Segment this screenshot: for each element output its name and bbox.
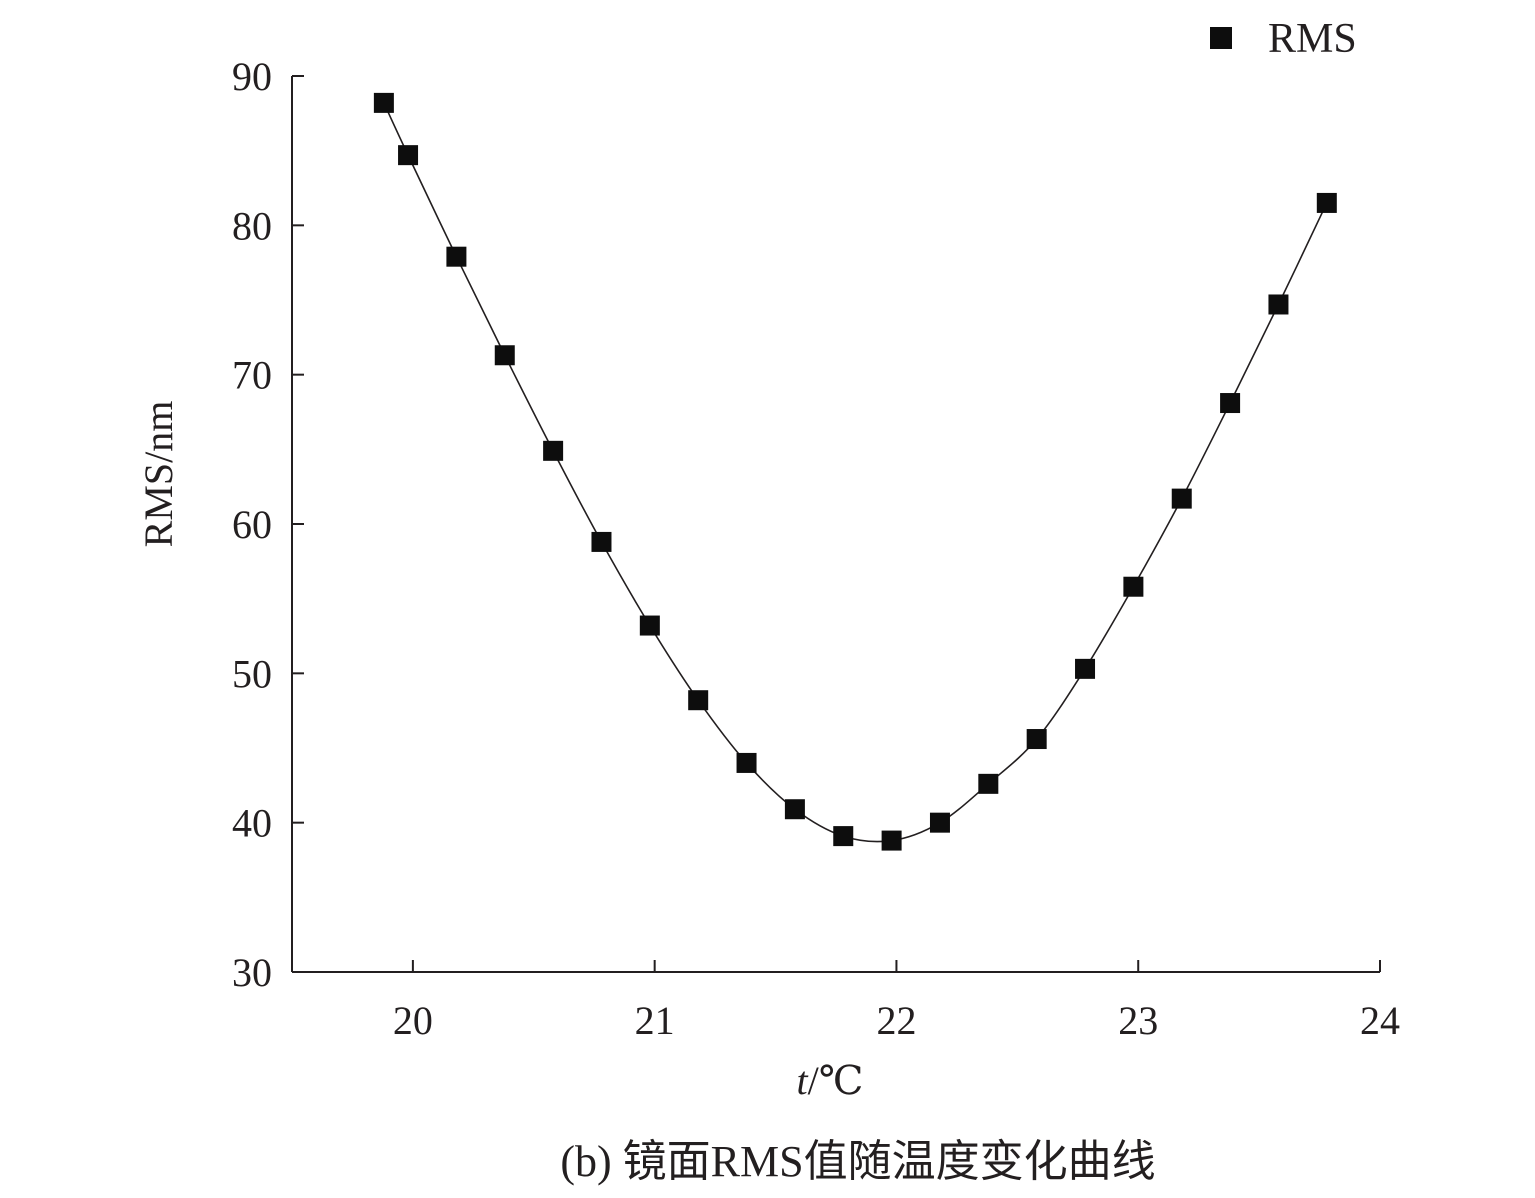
x-axis-title: t/℃ — [797, 1058, 864, 1103]
x-tick-label-20: 20 — [393, 998, 433, 1043]
y-tick-label-80: 80 — [232, 203, 272, 248]
data-point-6 — [639, 615, 660, 636]
data-point-12 — [929, 812, 950, 833]
x-axis-title-variable: t — [797, 1058, 809, 1103]
data-point-0 — [373, 92, 394, 113]
data-point-18 — [1220, 393, 1241, 414]
y-tick-label-90: 90 — [232, 54, 272, 99]
data-point-14 — [1026, 729, 1047, 750]
data-point-17 — [1171, 488, 1192, 509]
data-point-15 — [1075, 658, 1096, 679]
x-tick-label-23: 23 — [1118, 998, 1158, 1043]
data-point-9 — [784, 799, 805, 820]
series-line-0 — [383, 102, 1328, 843]
legend: RMS — [1210, 16, 1357, 62]
data-point-3 — [494, 345, 515, 366]
y-tick-label-50: 50 — [232, 651, 272, 696]
y-tick-label-70: 70 — [232, 353, 272, 398]
tick-marks — [292, 75, 1381, 973]
data-point-20 — [1316, 192, 1337, 213]
y-tick-label-60: 60 — [232, 502, 272, 547]
x-tick-label-24: 24 — [1360, 998, 1400, 1043]
data-point-8 — [736, 752, 757, 773]
data-point-10 — [833, 826, 854, 847]
data-point-19 — [1268, 294, 1289, 315]
data-point-16 — [1123, 576, 1144, 597]
x-tick-label-22: 22 — [876, 998, 916, 1043]
y-axis-title: RMS/nm — [136, 401, 181, 548]
tick-labels: 30 40 50 60 70 80 90 20 21 22 23 24 — [232, 54, 1400, 1043]
legend-marker-square — [1210, 27, 1232, 49]
data-point-11 — [881, 830, 902, 851]
figure-caption: (b) 镜面RMS值随温度变化曲线 — [560, 1137, 1155, 1186]
y-tick-label-30: 30 — [232, 950, 272, 995]
data-point-13 — [978, 773, 999, 794]
data-point-5 — [591, 531, 612, 552]
data-point-7 — [688, 690, 709, 711]
x-axis-title-unit: /℃ — [808, 1058, 864, 1103]
data-point-1 — [398, 145, 419, 166]
series-rms — [373, 92, 1337, 851]
y-tick-label-40: 40 — [232, 801, 272, 846]
data-point-2 — [446, 246, 467, 267]
legend-label: RMS — [1268, 16, 1357, 62]
data-point-4 — [543, 440, 564, 461]
x-tick-label-21: 21 — [635, 998, 675, 1043]
